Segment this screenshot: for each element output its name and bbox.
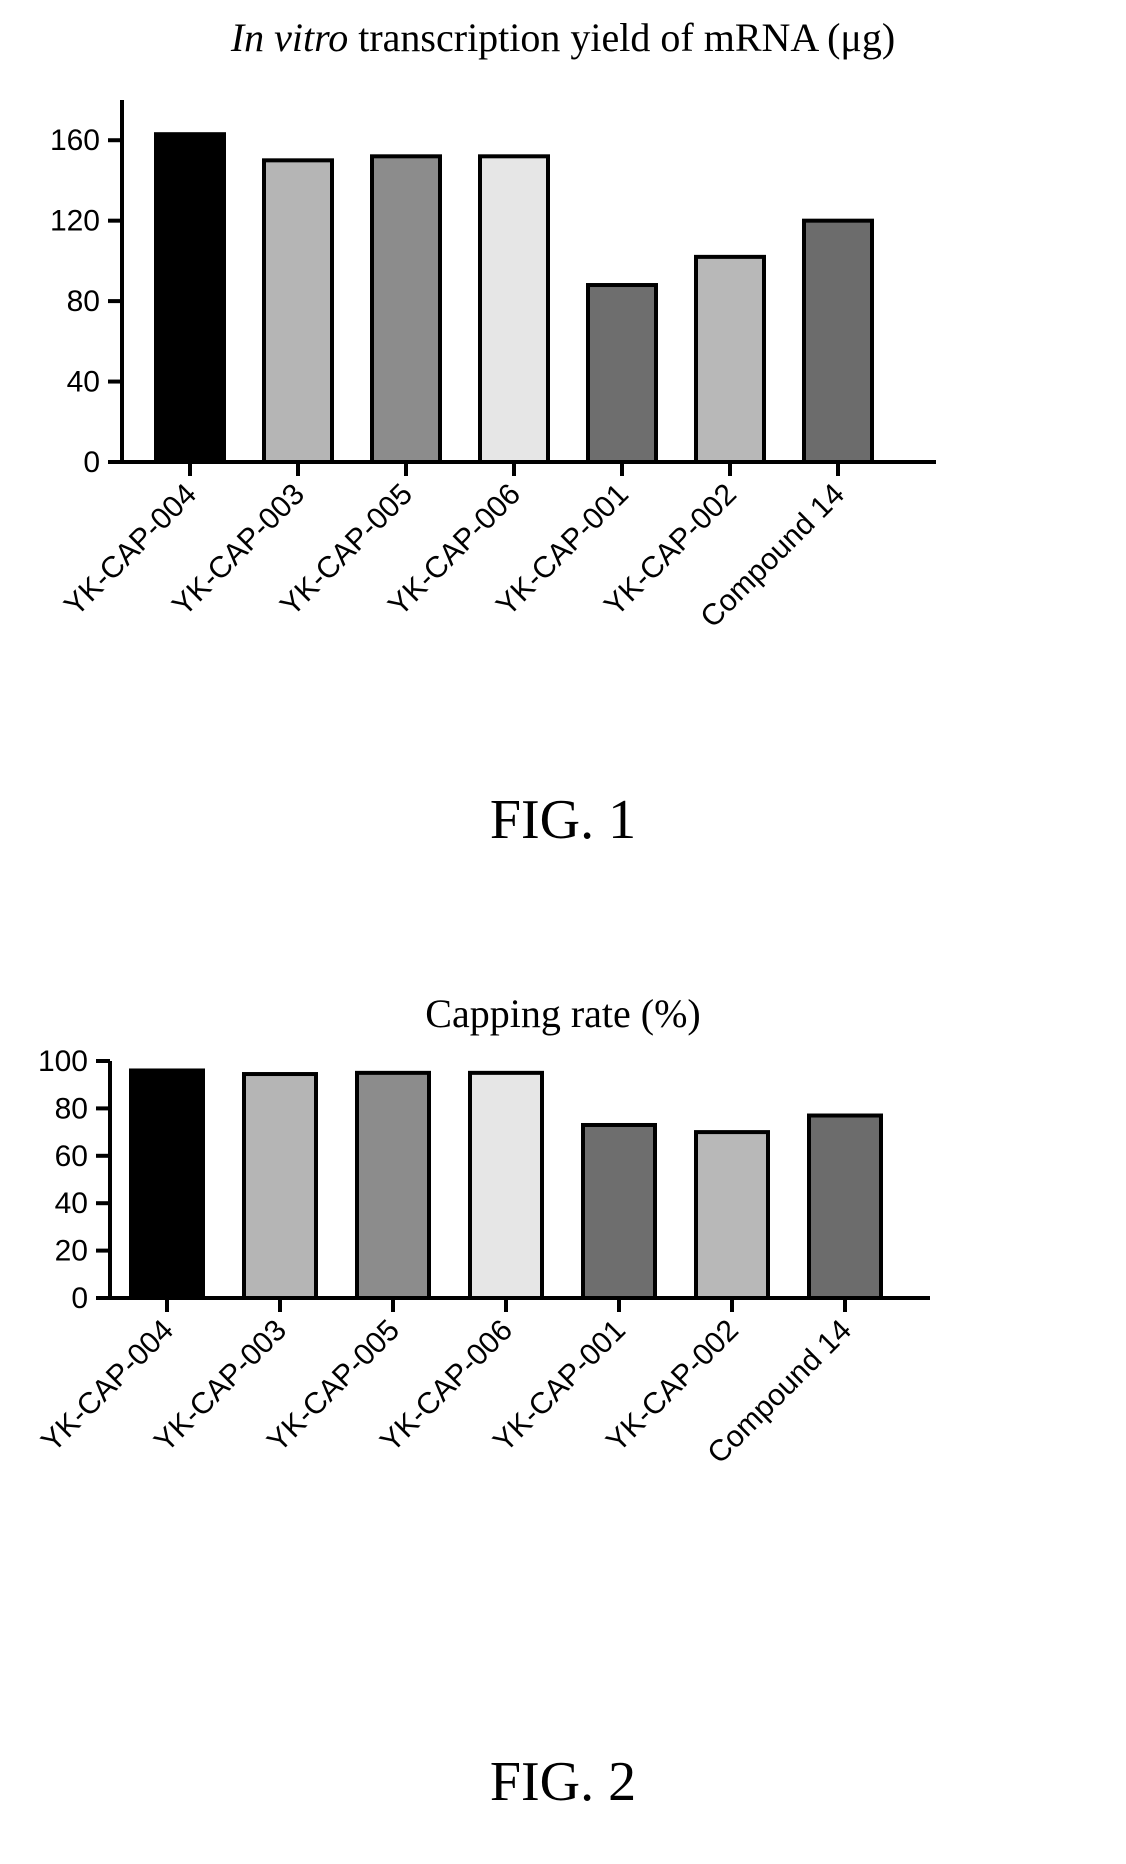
chart1-bar: [802, 218, 874, 464]
chart2-y-tick-label: 80: [55, 1092, 88, 1125]
chart1-bar: [370, 154, 442, 465]
chart2-bar: [694, 1130, 770, 1300]
chart2-bar: [581, 1122, 657, 1300]
chart2-title: Capping rate (%): [425, 991, 701, 1036]
chart2-y-tick-label: 20: [55, 1235, 88, 1268]
chart1-y-tick-label: 40: [67, 366, 100, 399]
chart1-bar: [586, 283, 658, 464]
chart2-y-tick-label: 60: [55, 1140, 88, 1173]
chart1-y-tick-label: 160: [50, 124, 100, 157]
chart2-y-tick-label: 40: [55, 1187, 88, 1220]
chart2-bar: [807, 1113, 883, 1301]
chart2-bar: [129, 1068, 205, 1301]
chart1-bar: [262, 158, 334, 464]
chart1-bar: [694, 254, 766, 464]
chart1-bar: [154, 132, 226, 464]
chart1-title-italic: In vitro: [230, 15, 349, 60]
chart1-bar: [478, 154, 550, 465]
chart1-y-tick-label: 80: [67, 285, 100, 318]
chart2-y-tick-label: 100: [38, 1045, 88, 1078]
chart1-y-tick-label: 0: [83, 446, 100, 479]
fig2-label: FIG. 2: [489, 1751, 637, 1813]
chart2-bar: [468, 1070, 544, 1300]
chart2-y-tick-label: 0: [71, 1282, 88, 1315]
chart1-title-rest: transcription yield of mRNA (μg): [348, 15, 896, 60]
chart2-bar: [355, 1070, 431, 1300]
chart1-y-tick-label: 120: [50, 205, 100, 238]
chart1-bar-chart: 04080120160YK-CAP-004YK-CAP-003YK-CAP-00…: [50, 100, 936, 634]
fig1-label: FIG. 1: [489, 789, 637, 851]
chart2-bar-chart: 020406080100YK-CAP-004YK-CAP-003YK-CAP-0…: [35, 1045, 930, 1470]
chart2-bar: [242, 1072, 318, 1300]
chart1-title: In vitro transcription yield of mRNA (μg…: [0, 14, 1126, 61]
